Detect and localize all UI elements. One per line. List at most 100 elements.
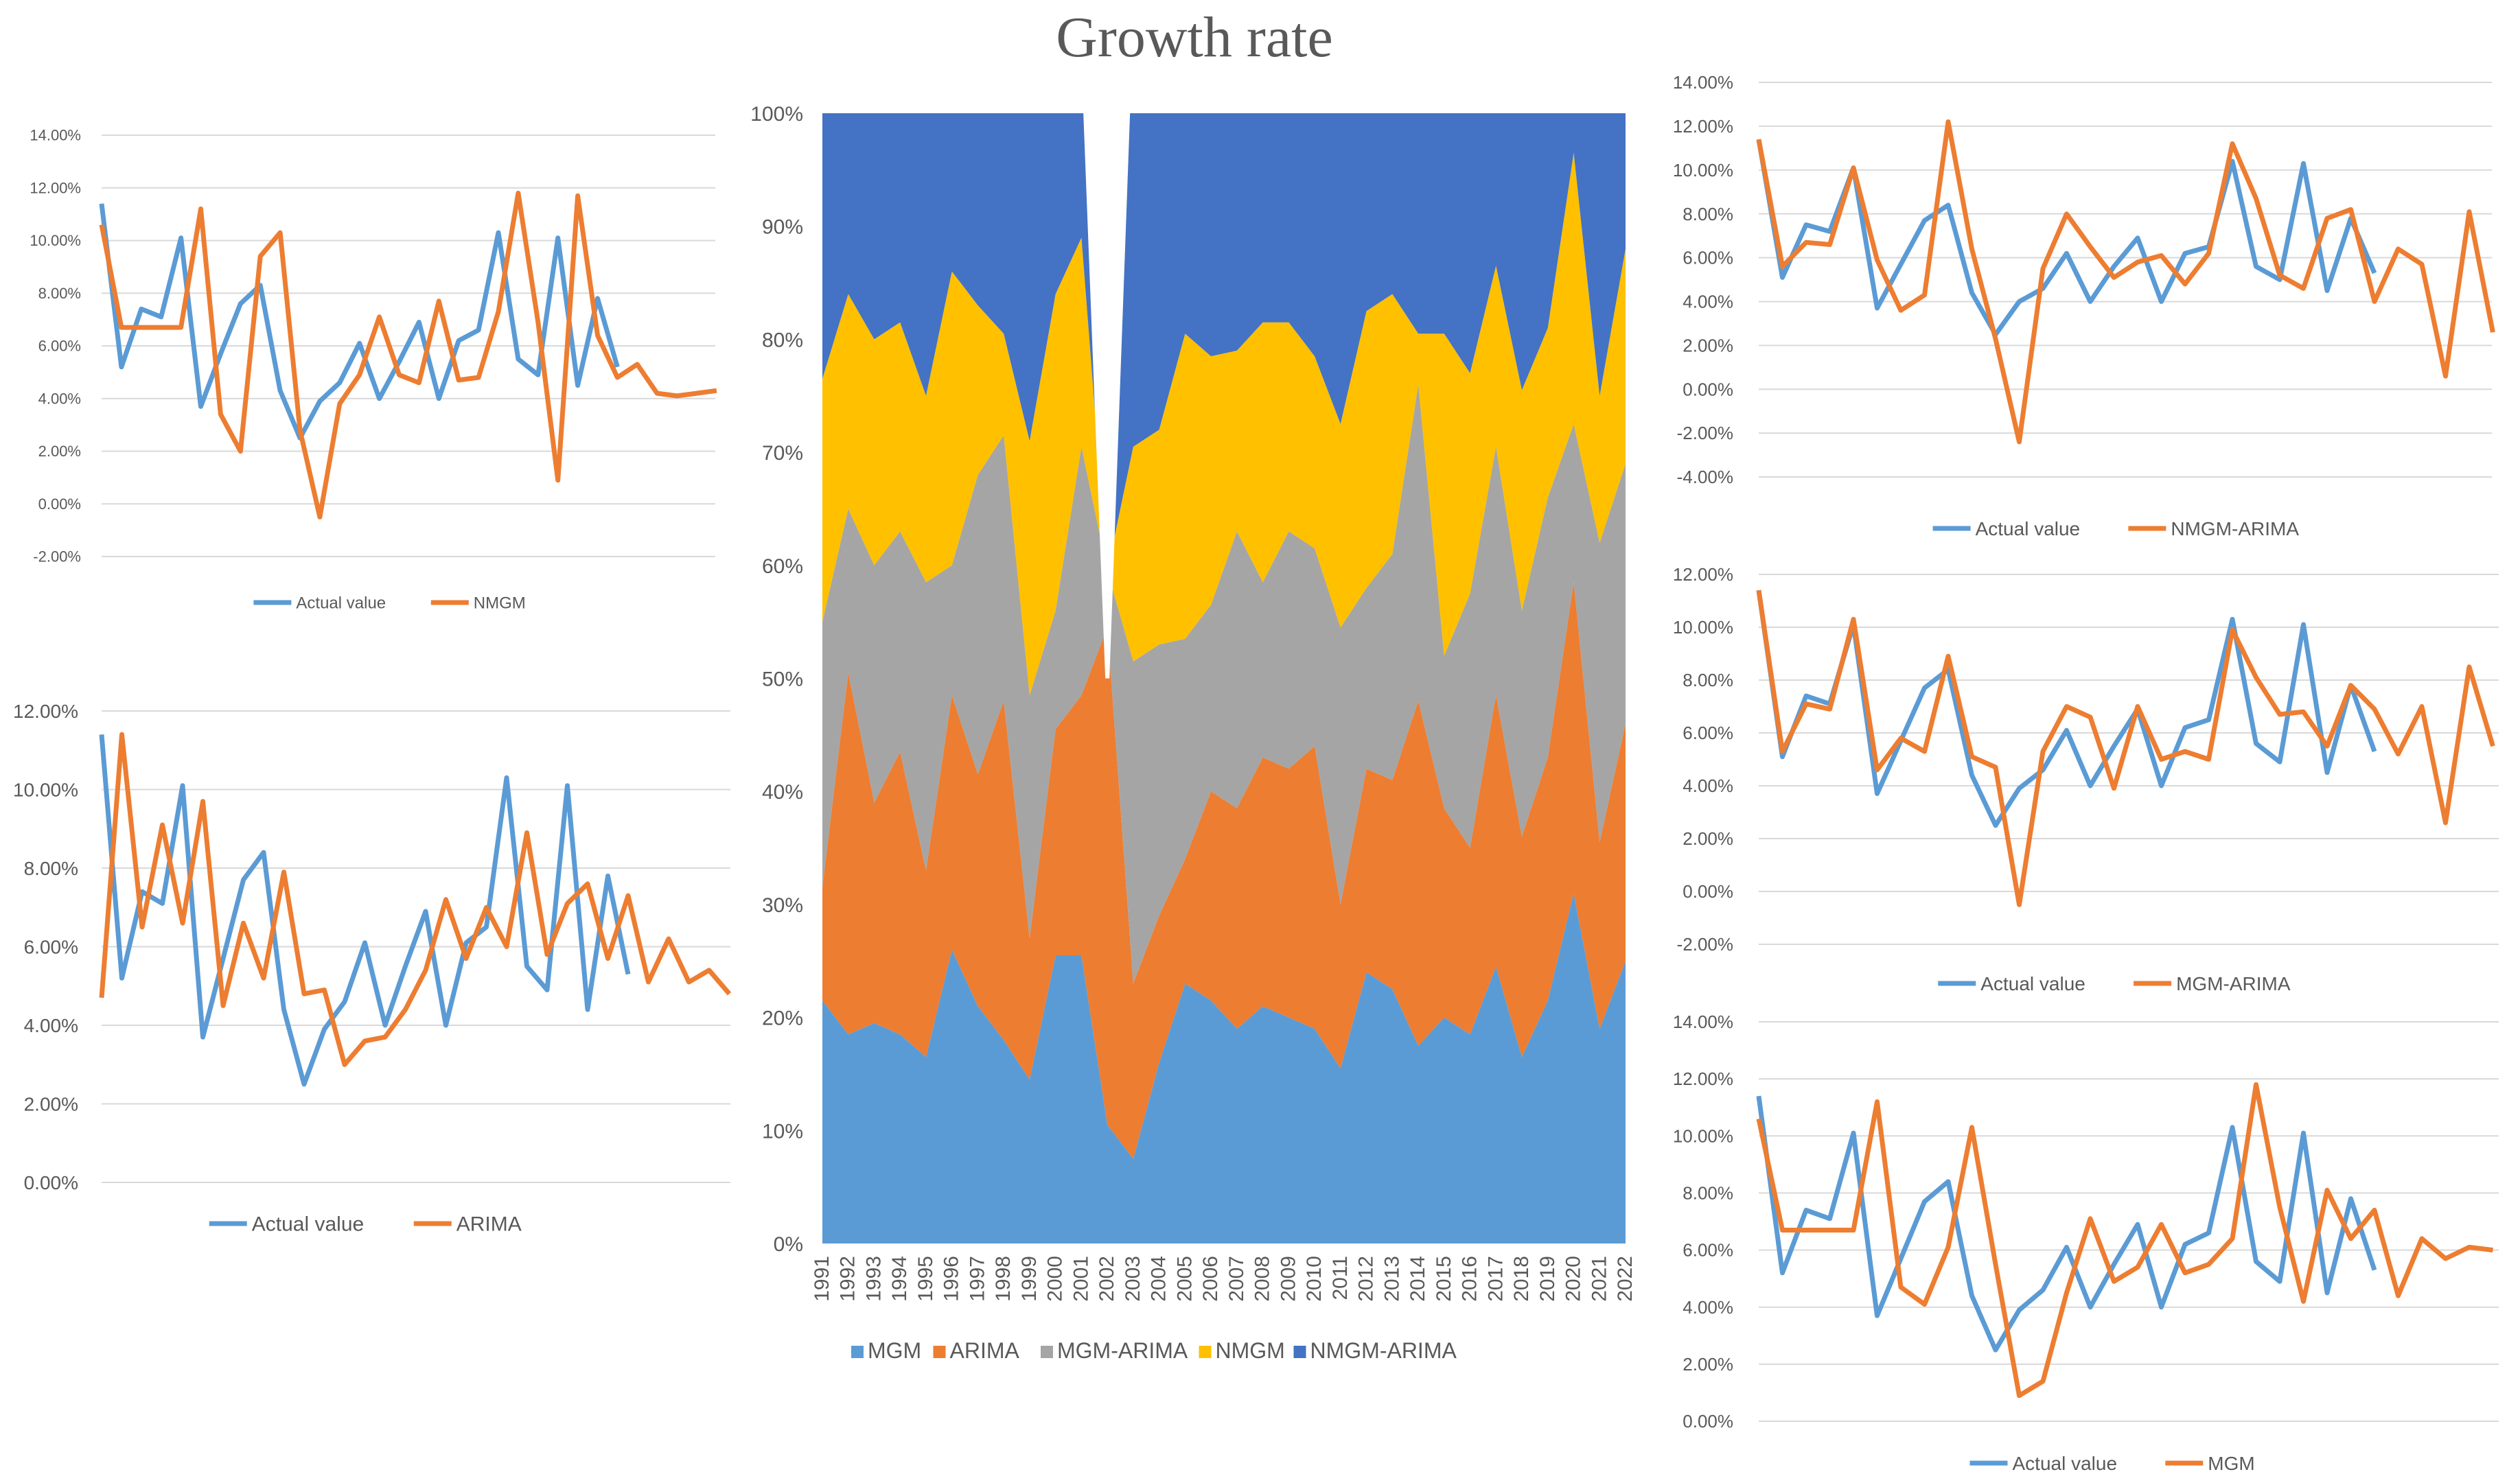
legend-label: Actual value — [252, 1213, 364, 1236]
x-tick-label: 2015 — [1433, 1256, 1455, 1302]
x-tick-label: 2008 — [1251, 1256, 1274, 1302]
x-tick-label: 1995 — [914, 1256, 937, 1302]
x-tick-label: 1993 — [862, 1256, 885, 1302]
area-nmgm-arima — [822, 113, 1626, 571]
area-arima — [822, 582, 1626, 1159]
x-tick-label: 1994 — [888, 1256, 911, 1302]
x-tick-label: 2007 — [1225, 1256, 1248, 1302]
y-tick-label: 90% — [762, 216, 803, 239]
y-tick-label: -4.00% — [1677, 467, 1733, 487]
x-tick-label: 2011 — [1329, 1256, 1352, 1300]
y-tick-label: 6.00% — [1683, 248, 1733, 268]
y-tick-label: 70% — [762, 442, 803, 465]
y-tick-label: 12.00% — [30, 179, 81, 196]
x-tick-label: 2004 — [1148, 1256, 1170, 1302]
x-tick-label: 2005 — [1173, 1256, 1196, 1302]
x-tick-label: 1996 — [940, 1256, 963, 1302]
y-tick-label: 40% — [762, 781, 803, 804]
legend-label: NMGM-ARIMA — [2171, 518, 2299, 539]
y-tick-label: 6.00% — [24, 936, 78, 957]
legend-label: Actual value — [296, 594, 386, 612]
charts-layer: 14.00% 12.00% 10.00% 8.00% 6.00% 4.00% 2.00% 0.… — [13, 72, 2499, 1474]
legend-label: ARIMA — [456, 1213, 522, 1236]
left_top-chart: 14.00% 12.00% 10.00% 8.00% 6.00% 4.00% 2.00% 0.… — [30, 127, 717, 612]
x-tick-label: 1991 — [811, 1256, 833, 1302]
area-gap — [1083, 113, 1131, 679]
series-line-mgm-arima — [1756, 589, 2495, 907]
y-tick-label: 12.00% — [1673, 116, 1733, 137]
center-area-chart: 100%90%80%70%60%50%40%30%20%10%0%1991 199… — [750, 103, 1637, 1363]
y-tick-label: 8.00% — [1683, 670, 1733, 690]
y-tick-label: 0.00% — [1683, 379, 1733, 399]
legend-swatch — [1199, 1346, 1212, 1358]
y-tick-label: 0.00% — [24, 1172, 78, 1193]
y-tick-label: 10.00% — [1673, 1125, 1733, 1146]
y-tick-label: 6.00% — [1683, 1240, 1733, 1261]
legend-label: MGM — [2208, 1453, 2254, 1474]
x-tick-label: 2000 — [1044, 1256, 1067, 1302]
legend-label: NMGM — [1216, 1338, 1285, 1363]
y-tick-label: 2.00% — [38, 443, 81, 460]
y-tick-label: 8.00% — [24, 858, 78, 879]
x-tick-label: 2022 — [1614, 1256, 1637, 1302]
y-tick-label: 0.00% — [1683, 1411, 1733, 1432]
x-tick-label: 1992 — [837, 1256, 859, 1302]
legend-label: Actual value — [2013, 1453, 2118, 1474]
x-tick-label: 2006 — [1199, 1256, 1222, 1302]
y-tick-label: 14.00% — [30, 127, 81, 144]
x-tick-label: 2010 — [1303, 1256, 1326, 1302]
y-tick-label: 14.00% — [1673, 72, 1733, 93]
x-tick-label: 2009 — [1277, 1256, 1299, 1302]
legend-label: MGM-ARIMA — [2176, 973, 2291, 994]
area-mgm — [822, 893, 1626, 1243]
y-tick-label: 2.00% — [1683, 828, 1733, 849]
x-tick-label: 2002 — [1096, 1256, 1118, 1302]
series-line-mgm — [1756, 1082, 2493, 1399]
legend-label: Actual value — [1980, 973, 2085, 994]
series-line-nmgm-arima — [1756, 119, 2495, 445]
y-tick-label: 12.00% — [1673, 564, 1733, 585]
y-tick-label: 50% — [762, 668, 803, 691]
y-tick-label: -2.00% — [1677, 934, 1733, 955]
x-tick-label: 1999 — [1018, 1256, 1041, 1302]
area-nmgm — [822, 152, 1626, 696]
y-tick-label: 0% — [774, 1233, 803, 1256]
x-tick-label: 2001 — [1070, 1256, 1092, 1302]
y-tick-label: 2.00% — [1683, 1354, 1733, 1375]
x-tick-label: 2019 — [1536, 1256, 1559, 1302]
x-tick-label: 2018 — [1510, 1256, 1533, 1302]
x-tick-label: 2013 — [1380, 1256, 1403, 1302]
y-tick-label: 60% — [762, 555, 803, 578]
y-tick-label: 10.00% — [13, 779, 78, 800]
series-line-arima — [99, 732, 732, 1067]
y-tick-label: 4.00% — [1683, 1297, 1733, 1318]
x-tick-label: 1997 — [966, 1256, 989, 1302]
right_bottom-chart: 14.00% 12.00% 10.00% 8.00% 6.00% 4.00% 2.00% 0.… — [1673, 1012, 2499, 1474]
y-tick-label: 6.00% — [38, 338, 81, 355]
y-tick-label: 30% — [762, 894, 803, 917]
x-tick-label: 2003 — [1122, 1256, 1144, 1302]
y-tick-label: 4.00% — [24, 1015, 78, 1036]
left_bottom-chart: 12.00% 10.00% 8.00% 6.00% 4.00% 2.00% 0.00% Act… — [13, 701, 732, 1236]
y-tick-label: 0.00% — [38, 495, 81, 513]
y-tick-label: 2.00% — [24, 1093, 78, 1114]
legend-swatch — [851, 1346, 864, 1358]
y-tick-label: 4.00% — [38, 390, 81, 407]
legend-label: MGM-ARIMA — [1057, 1338, 1188, 1363]
y-tick-label: 12.00% — [1673, 1069, 1733, 1089]
figure-title: Growth rate — [1056, 5, 1333, 69]
series-line-nmgm — [99, 190, 717, 519]
y-tick-label: 8.00% — [38, 285, 81, 302]
right_top-chart: 14.00% 12.00% 10.00% 8.00% 6.00% 4.00% 2.00% 0.… — [1673, 72, 2495, 539]
series-line-actual-value — [1756, 139, 2377, 337]
y-tick-label: 20% — [762, 1007, 803, 1030]
x-tick-label: 2016 — [1459, 1256, 1481, 1302]
y-tick-label: 80% — [762, 329, 803, 351]
legend-label: NMGM-ARIMA — [1310, 1338, 1457, 1363]
area-mgm-arima — [822, 384, 1626, 984]
x-tick-label: 2021 — [1588, 1256, 1610, 1302]
y-tick-label: 12.00% — [13, 701, 78, 722]
legend-swatch — [933, 1346, 946, 1358]
y-tick-label: -2.00% — [1677, 423, 1733, 443]
